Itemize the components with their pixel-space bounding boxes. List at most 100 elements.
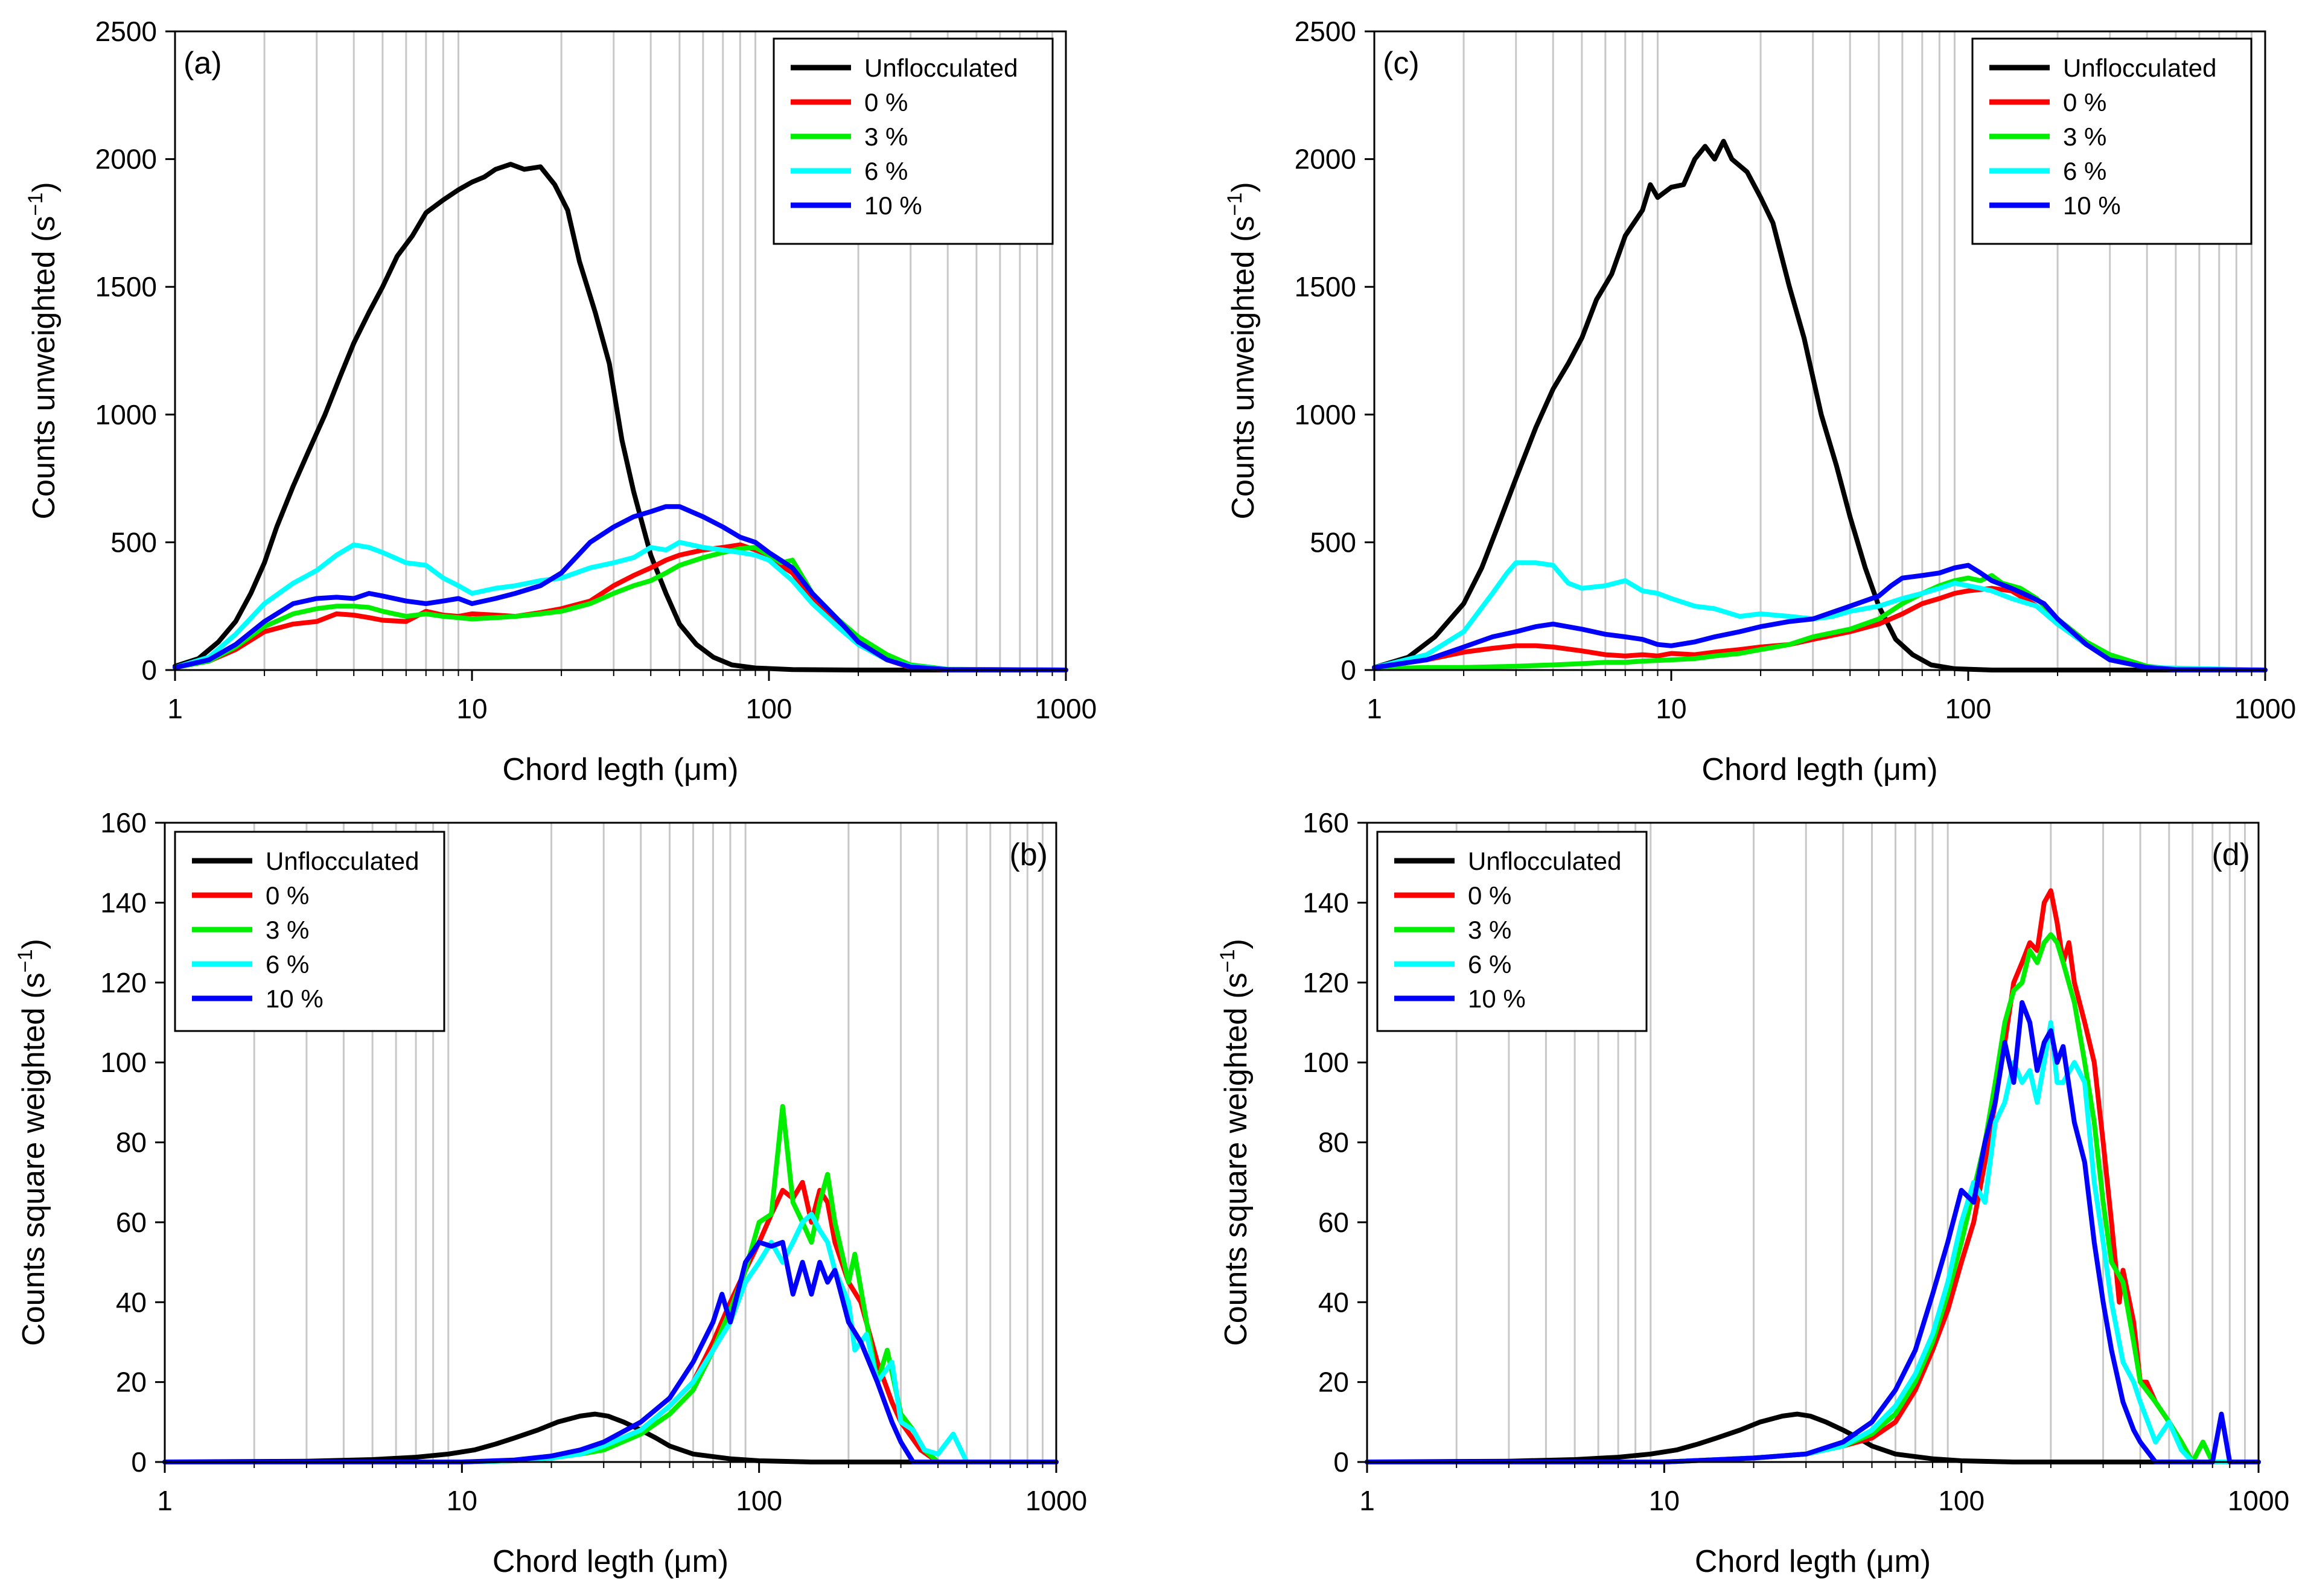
series-line-3-pct — [173, 544, 1068, 672]
y-tick-label: 500 — [1310, 526, 1356, 558]
legend-entry: Unflocculated — [1468, 847, 1621, 875]
x-tick-label: 1000 — [2228, 1485, 2289, 1516]
y-tick-label: 60 — [1318, 1207, 1349, 1238]
x-tick-label: 100 — [736, 1485, 782, 1516]
legend: Unflocculated 0 % 3 % 6 % 10 % — [773, 37, 1054, 245]
legend-entry: Unflocculated — [266, 847, 419, 875]
legend-entry: 0 % — [864, 88, 908, 117]
y-tick-label: 160 — [1302, 807, 1349, 838]
legend: Unflocculated 0 % 3 % 6 % 10 % — [1971, 37, 2252, 245]
legend-entry: 10 % — [1468, 985, 1526, 1013]
x-axis-title: Chord legth (μm) — [1701, 752, 1937, 787]
legend-entry: 3 % — [2063, 123, 2106, 151]
plot-frame — [1373, 30, 2266, 671]
x-axis-title: Chord legth (μm) — [493, 1544, 728, 1579]
series-line-10-pct — [162, 1240, 1059, 1464]
y-axis-title-main: Counts unweighted (s — [27, 216, 62, 520]
series-group — [162, 1103, 1059, 1464]
series-line-3-pct — [1372, 573, 2268, 672]
series-line-0-pct — [162, 1179, 1059, 1464]
series-line-0-pct — [1365, 888, 2261, 1464]
series-line-10-pct — [173, 504, 1068, 672]
x-tick-label: 1000 — [1035, 693, 1097, 724]
series-line-6-pct — [162, 1211, 1059, 1464]
x-tick-label: 1000 — [1025, 1485, 1087, 1516]
legend-box — [1971, 37, 2252, 245]
x-tick-label: 100 — [1945, 693, 1992, 724]
y-axis-title-sup: −1 — [24, 193, 47, 216]
y-tick-label: 20 — [116, 1367, 147, 1398]
chart-panel-b: 0 20 40 60 80 100 120 140 160 1 10 100 1000 Chord leg… — [14, 807, 1087, 1579]
x-axis-title-pre: Chord legth ( — [1695, 1544, 1876, 1579]
y-tick-label: 2500 — [1295, 16, 1356, 47]
legend-entry: Unflocculated — [864, 54, 1018, 82]
y-tick-label: 140 — [1302, 887, 1349, 918]
x-axis-title-mu: μ — [1876, 1544, 1895, 1579]
series-line-3-pct — [162, 1103, 1059, 1464]
legend-entry: 0 % — [2063, 88, 2106, 117]
y-tick-label: 120 — [100, 967, 147, 998]
x-tick-label: 100 — [1938, 1485, 1985, 1516]
legend-box — [773, 37, 1054, 245]
legend-entry: 6 % — [864, 157, 908, 185]
y-axis-title-sup: −1 — [14, 949, 37, 972]
x-axis-title-mu: μ — [674, 1544, 692, 1579]
legend-entry: 10 % — [864, 191, 922, 220]
y-tick-label: 40 — [1318, 1286, 1349, 1318]
series-line-unflocculated — [162, 1411, 1059, 1464]
x-tick-label: 10 — [1649, 1485, 1680, 1516]
panel-label: (c) — [1383, 46, 1420, 81]
series-line-0-pct — [1372, 586, 2268, 672]
series-line-10-pct — [1372, 563, 2268, 672]
y-tick-label: 0 — [1341, 654, 1356, 686]
x-tick-label: 10 — [456, 693, 487, 724]
panel-label: (b) — [1009, 837, 1048, 872]
chart-panel-a: 0 500 1000 1500 2000 2500 1 10 100 1000 Chord legt… — [24, 16, 1097, 787]
y-axis-title-close: ) — [1219, 939, 1254, 949]
series-line-6-pct — [173, 540, 1068, 672]
y-tick-label: 1500 — [1295, 271, 1356, 302]
series-line-unflocculated — [173, 162, 1068, 672]
y-tick-label: 0 — [131, 1446, 147, 1478]
series-group — [1372, 139, 2268, 672]
y-axis-title-main: Counts square weighted (s — [1219, 972, 1254, 1346]
x-tick-label: 1 — [1359, 1485, 1375, 1516]
series-line-6-pct — [1372, 560, 2268, 672]
legend: Unflocculated 0 % 3 % 6 % 10 % — [1376, 831, 1648, 1032]
y-axis-title: Counts unweighted (s−1) — [24, 182, 62, 519]
series-line-10-pct — [1365, 1000, 2261, 1464]
x-axis-title-pre: Chord legth ( — [1701, 752, 1883, 787]
legend-entry: 3 % — [864, 123, 908, 151]
legend-entry: Unflocculated — [2063, 54, 2216, 82]
y-axis-title-sup: −1 — [1223, 193, 1246, 216]
x-tick-label: 10 — [447, 1485, 477, 1516]
y-tick-label: 140 — [100, 887, 147, 918]
y-axis-title-close: ) — [1226, 182, 1261, 192]
x-axis-title: Chord legth (μm) — [502, 752, 738, 787]
legend-entry: 6 % — [1468, 950, 1511, 978]
x-axis-title-post: m) — [1901, 752, 1938, 787]
series-line-unflocculated — [1365, 1411, 2261, 1464]
y-tick-label: 160 — [100, 807, 147, 838]
y-tick-label: 0 — [1333, 1446, 1349, 1478]
y-axis-title: Counts square weighted (s−1) — [1216, 939, 1254, 1346]
y-axis-title-main: Counts unweighted (s — [1226, 216, 1261, 520]
series-line-0-pct — [173, 542, 1068, 672]
panel-label: (a) — [183, 46, 222, 81]
x-tick-label: 100 — [746, 693, 792, 724]
y-tick-label: 0 — [141, 654, 157, 686]
y-tick-label: 40 — [116, 1286, 147, 1318]
x-axis-title-pre: Chord legth ( — [502, 752, 684, 787]
y-tick-label: 2000 — [1295, 144, 1356, 175]
x-axis-title-post: m) — [1894, 1544, 1931, 1579]
y-tick-label: 20 — [1318, 1367, 1349, 1398]
x-tick-label: 1000 — [2234, 693, 2296, 724]
y-axis-title-close: ) — [16, 939, 51, 949]
x-axis-title-post: m) — [702, 752, 739, 787]
x-axis-title: Chord legth (μm) — [1695, 1544, 1931, 1579]
y-axis-title-sup: −1 — [1216, 949, 1239, 972]
y-tick-label: 2500 — [95, 16, 157, 47]
chart-panel-c: 0 500 1000 1500 2000 2500 1 10 100 1000 Chord legt… — [1223, 16, 2296, 787]
x-axis-title-pre: Chord legth ( — [493, 1544, 674, 1579]
